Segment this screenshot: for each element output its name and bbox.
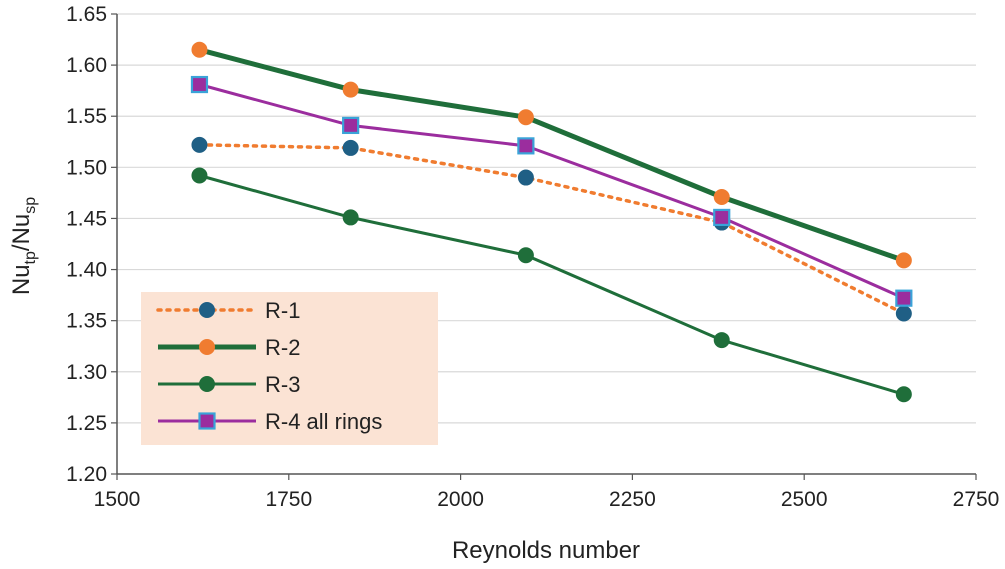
x-tick-label: 2750 [953,488,1000,511]
data-point-r-3 [895,386,912,403]
legend-label-r-1: R-1 [265,298,300,323]
y-axis-title-sub-sp: sp [22,197,39,214]
data-point-r-2 [895,252,912,269]
data-point-r-3 [713,332,730,349]
series-r-3 [191,167,912,403]
y-axis-title-sub-tp: tp [22,251,39,264]
y-tick-label: 1.40 [66,259,107,282]
data-point-r-4-all-rings [713,208,731,227]
y-tick-label: 1.25 [66,412,107,435]
x-tick-labels: 1500 1750 2000 2250 2500 2750 [94,474,1000,511]
data-point-r-1 [191,136,208,153]
legend-marker-r-1 [199,302,215,318]
legend-marker-r-2 [199,339,215,355]
x-tick-label: 1500 [94,488,141,511]
y-axis-title: Nutp/Nusp [8,197,39,295]
y-tick-label: 1.35 [66,310,107,333]
series-line-r-1 [197,143,906,316]
y-tick-label: 1.30 [66,361,107,384]
legend-label-r-2: R-2 [265,335,300,360]
x-tick-label: 2500 [781,488,828,511]
series-layer [190,41,913,403]
data-point-r-4-all-rings [517,137,535,155]
legend-label-r-4-all-rings: R-4 all rings [265,409,382,434]
series-r-2 [191,41,912,269]
data-point-r-2 [342,81,359,98]
legend: R-1 R-2 R-3 R-4 all rings [141,292,438,445]
data-point-r-4-all-rings [895,289,913,307]
x-axis-title: Reynolds number [452,537,640,564]
y-tick-label: 1.60 [66,54,107,77]
y-axis-title-nu-1: Nu [8,264,35,295]
legend-label-r-3: R-3 [265,372,300,397]
data-point-r-3 [342,209,359,226]
data-point-r-2 [517,109,534,126]
data-point-r-1 [517,169,534,186]
y-tick-label: 1.50 [66,156,107,179]
data-point-r-3 [517,247,534,264]
x-tick-label: 1750 [265,488,312,511]
data-point-r-2 [191,41,208,58]
y-tick-label: 1.45 [66,207,107,230]
y-tick-label: 1.65 [66,3,107,26]
y-tick-label: 1.20 [66,463,107,486]
data-point-r-4-all-rings [190,75,209,94]
data-point-r-1 [342,139,359,156]
data-point-r-3 [191,167,208,184]
y-axis-title-nu-2: Nu [8,214,35,245]
x-tick-label: 2000 [437,488,484,511]
y-axis-title-slash: / [8,244,35,251]
legend-marker-r-3 [199,376,215,392]
axes [116,14,976,475]
legend-marker-r-4-all-rings [198,412,216,430]
x-tick-label: 2250 [609,488,656,511]
series-r-4-all-rings [190,75,913,307]
y-tick-labels: 1.20 1.25 1.30 1.35 1.40 1.45 1.50 1.55 1.60 1.65 [66,3,117,486]
data-point-r-2 [713,188,730,205]
series-r-1 [191,136,912,322]
y-tick-label: 1.55 [66,105,107,128]
data-point-r-1 [895,305,912,322]
data-point-r-4-all-rings [342,116,360,135]
